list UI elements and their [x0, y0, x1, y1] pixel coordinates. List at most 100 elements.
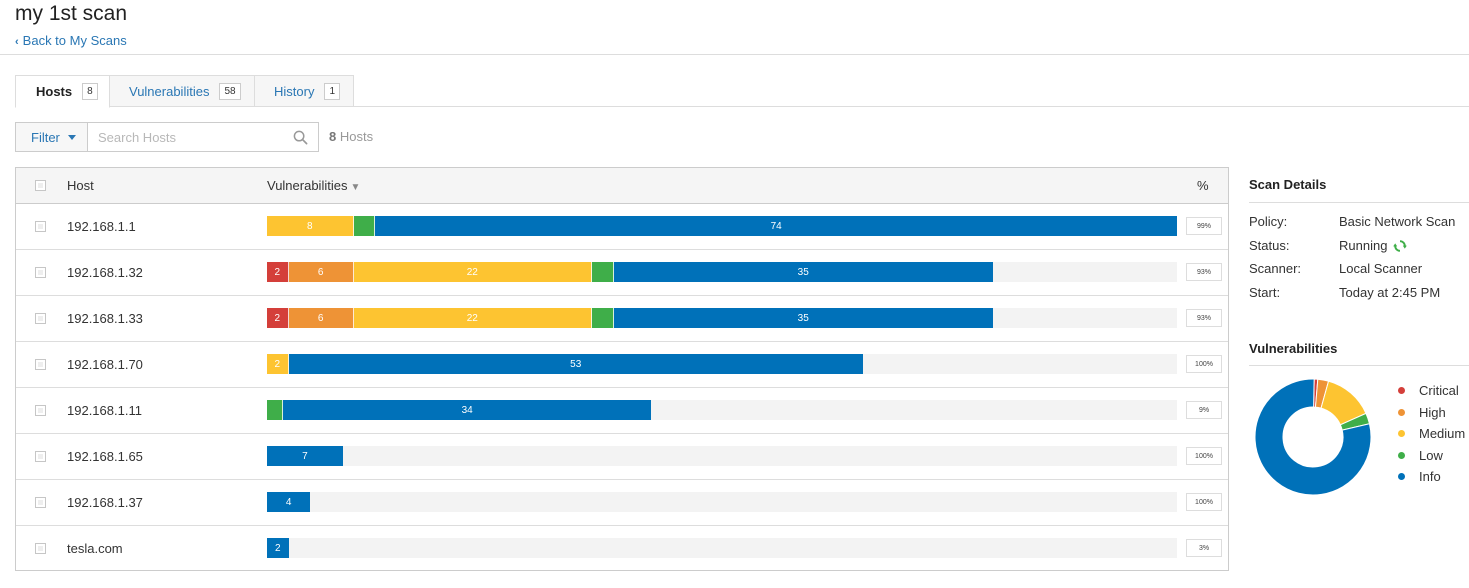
- severity-segment-critical[interactable]: 2: [267, 262, 289, 282]
- tab-history[interactable]: History 1: [255, 75, 354, 107]
- table-row[interactable]: 192.168.1.1 8 74 99%: [16, 204, 1228, 250]
- severity-segment-low[interactable]: [267, 400, 283, 420]
- row-checkbox[interactable]: [35, 313, 46, 324]
- severity-segment-low[interactable]: [353, 216, 376, 236]
- host-name[interactable]: 192.168.1.1: [67, 219, 136, 234]
- legend-dot: [1398, 473, 1405, 481]
- table-row[interactable]: 192.168.1.70 2 53 100%: [16, 342, 1228, 388]
- severity-segment-info[interactable]: 53: [288, 354, 863, 374]
- legend-label: Info: [1419, 469, 1441, 485]
- tab-hosts-label: Hosts: [36, 84, 73, 99]
- column-vulnerabilities[interactable]: Vulnerabilities ▼: [267, 178, 360, 193]
- back-to-scans-link[interactable]: ‹ Back to My Scans: [15, 33, 127, 48]
- tab-vulnerabilities-label: Vulnerabilities: [129, 83, 210, 99]
- host-name[interactable]: 192.168.1.70: [67, 357, 143, 372]
- search-hosts-input[interactable]: [98, 123, 288, 151]
- legend-dot: [1398, 451, 1405, 459]
- legend-label: Low: [1419, 447, 1443, 463]
- tab-vulnerabilities-count: 58: [219, 82, 241, 100]
- severity-segment-high[interactable]: 6: [288, 262, 354, 282]
- legend-item-info[interactable]: Info: [1398, 466, 1465, 488]
- vulnerability-bar[interactable]: 7: [267, 446, 1177, 466]
- back-link-label: Back to My Scans: [22, 33, 127, 48]
- progress-percent: 99%: [1186, 217, 1222, 235]
- donut-slice-info[interactable]: [1254, 378, 1372, 496]
- vulnerability-bar[interactable]: 4: [267, 492, 1177, 512]
- host-name[interactable]: tesla.com: [67, 541, 123, 556]
- scan-detail-value: Basic Network Scan: [1339, 214, 1455, 229]
- host-count-label: Hosts: [339, 129, 374, 144]
- progress-percent: 100%: [1186, 447, 1222, 465]
- row-checkbox[interactable]: [35, 451, 46, 462]
- select-all-checkbox[interactable]: [35, 180, 46, 191]
- legend-item-medium[interactable]: Medium: [1398, 423, 1465, 445]
- vulnerabilities-panel-title: Vulnerabilities: [1249, 341, 1338, 356]
- table-row[interactable]: 192.168.1.11 34 9%: [16, 388, 1228, 434]
- legend-dot: [1398, 430, 1405, 438]
- host-name[interactable]: 192.168.1.65: [67, 449, 143, 464]
- table-row[interactable]: 192.168.1.33 2 6 22 35 93%: [16, 296, 1228, 342]
- severity-segment-info[interactable]: 35: [613, 308, 993, 328]
- severity-segment-high[interactable]: 6: [288, 308, 354, 328]
- legend-item-critical[interactable]: Critical: [1398, 380, 1465, 402]
- progress-percent: 93%: [1186, 263, 1222, 281]
- vulnerabilities-legend: Critical High Medium Low Info: [1398, 380, 1465, 488]
- scan-detail-label: Start:: [1249, 284, 1281, 300]
- tab-history-count: 1: [324, 82, 341, 100]
- severity-segment-medium[interactable]: 22: [353, 262, 592, 282]
- table-row[interactable]: tesla.com 2 3%: [16, 526, 1228, 572]
- table-body: 192.168.1.1 8 74 99% 192.168.1.32 2 6 22 35 93% 19…: [16, 204, 1228, 572]
- severity-segment-medium[interactable]: 8: [267, 216, 354, 236]
- severity-segment-medium[interactable]: 2: [267, 354, 289, 374]
- table-row[interactable]: 192.168.1.37 4 100%: [16, 480, 1228, 526]
- search-box: [87, 122, 319, 152]
- scan-detail-label: Status:: [1249, 237, 1290, 253]
- tab-hosts[interactable]: Hosts 8: [15, 75, 110, 108]
- vulnerability-bar[interactable]: 2 53: [267, 354, 1177, 374]
- header-divider: [0, 54, 1469, 55]
- search-icon[interactable]: [293, 130, 308, 145]
- legend-item-high[interactable]: High: [1398, 402, 1465, 424]
- column-percent[interactable]: %: [1197, 178, 1209, 193]
- severity-segment-info[interactable]: 74: [375, 216, 1177, 236]
- host-name[interactable]: 192.168.1.37: [67, 495, 143, 510]
- severity-segment-low[interactable]: [591, 308, 614, 328]
- scan-detail-value-text: Basic Network Scan: [1339, 214, 1456, 229]
- legend-label: Critical: [1419, 383, 1459, 399]
- table-row[interactable]: 192.168.1.65 7 100%: [16, 434, 1228, 480]
- progress-percent: 100%: [1186, 493, 1222, 511]
- vulnerability-bar[interactable]: 2 6 22 35: [267, 308, 1177, 328]
- row-checkbox[interactable]: [35, 359, 46, 370]
- filter-button[interactable]: Filter: [15, 122, 88, 152]
- scan-detail-value: Today at 2:45 PM: [1339, 285, 1440, 300]
- table-row[interactable]: 192.168.1.32 2 6 22 35 93%: [16, 250, 1228, 296]
- severity-segment-info[interactable]: 35: [613, 262, 993, 282]
- severity-segment-info[interactable]: 2: [267, 538, 289, 558]
- severity-segment-info[interactable]: 7: [267, 446, 343, 466]
- severity-segment-low[interactable]: [591, 262, 614, 282]
- severity-segment-critical[interactable]: 2: [267, 308, 289, 328]
- host-name[interactable]: 192.168.1.11: [67, 403, 142, 418]
- host-count: 8 Hosts: [329, 129, 373, 144]
- legend-item-low[interactable]: Low: [1398, 445, 1465, 467]
- hosts-table: Host Vulnerabilities ▼ % 192.168.1.1 8 74 99…: [15, 167, 1229, 571]
- vulnerability-bar[interactable]: 2 6 22 35: [267, 262, 1177, 282]
- row-checkbox[interactable]: [35, 405, 46, 416]
- row-checkbox[interactable]: [35, 543, 46, 554]
- severity-segment-info[interactable]: 34: [283, 400, 652, 420]
- tab-bar: Hosts 8 Vulnerabilities 58 History 1: [15, 75, 354, 108]
- caret-down-icon: [67, 134, 76, 140]
- vulnerability-bar[interactable]: 2: [267, 538, 1177, 558]
- row-checkbox[interactable]: [35, 497, 46, 508]
- vulnerability-bar[interactable]: 8 74: [267, 216, 1177, 236]
- column-host[interactable]: Host: [67, 178, 94, 193]
- severity-segment-medium[interactable]: 22: [353, 308, 592, 328]
- scan-detail-value-text: Local Scanner: [1339, 261, 1423, 276]
- host-name[interactable]: 192.168.1.32: [67, 265, 143, 280]
- row-checkbox[interactable]: [35, 221, 46, 232]
- vulnerability-bar[interactable]: 34: [267, 400, 1177, 420]
- severity-segment-info[interactable]: 4: [267, 492, 311, 512]
- row-checkbox[interactable]: [35, 267, 46, 278]
- host-name[interactable]: 192.168.1.33: [67, 311, 143, 326]
- tab-vulnerabilities[interactable]: Vulnerabilities 58: [110, 75, 255, 107]
